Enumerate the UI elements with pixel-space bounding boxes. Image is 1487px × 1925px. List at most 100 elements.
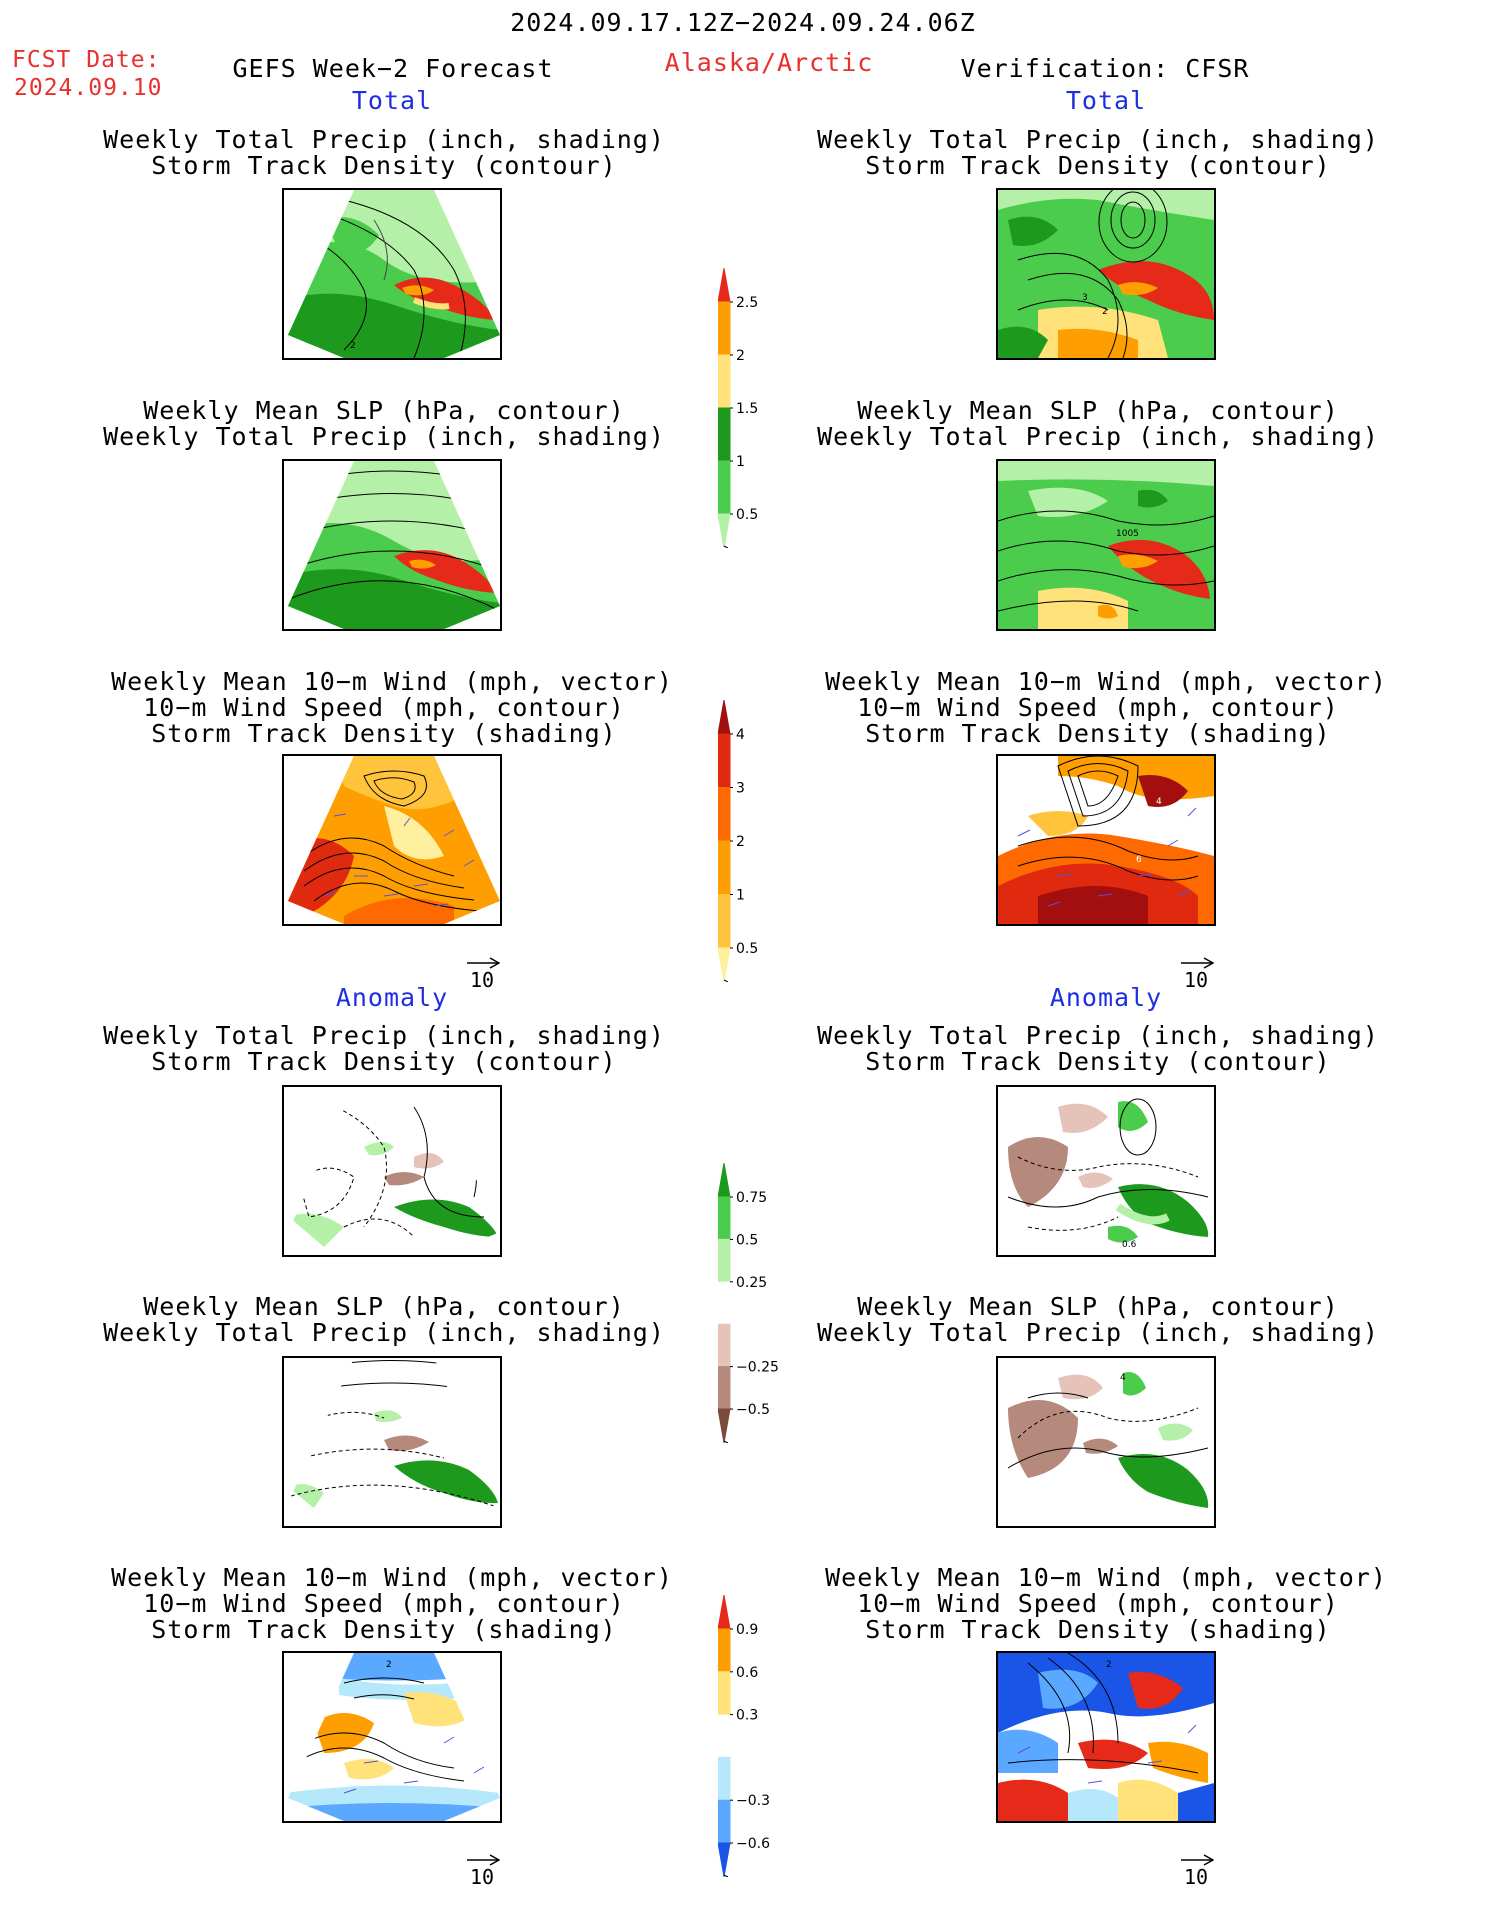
colorbar-label: 0.25 (736, 1275, 767, 1291)
colorbar-label: 0.75 (736, 1190, 767, 1206)
map-obs-wind-track: 4 6 (996, 754, 1216, 926)
contour-label: 2 (1106, 1660, 1112, 1670)
colorbar-precip-total-svg: 2.521.510.50.25 (717, 267, 767, 576)
vector-scale-arrow-icon (1181, 957, 1214, 969)
panel-title-r3-line3: Storm Track Density (shading) (865, 719, 1331, 748)
panel-title-r6-line3: Storm Track Density (shading) (865, 1615, 1331, 1644)
colorbar-segment (717, 787, 731, 842)
vector-scale-arrow-icon (467, 957, 500, 969)
section-total-left: Total (351, 86, 433, 115)
colorbar-tail (723, 1874, 729, 1878)
map-fcst-wind-track (282, 754, 502, 926)
colorbar-track-anom: 0.90.60.3−0.3−0.6−0.9 (717, 1594, 798, 1895)
colorbar-track-anom-svg: 0.90.60.3−0.3−0.6−0.9 (717, 1594, 770, 1895)
map-fcst-slp-precip (282, 459, 502, 631)
panel-title-l3-line1: Weekly Mean 10−m Wind (mph, vector) (111, 667, 673, 696)
colorbar-segment (718, 1281, 730, 1325)
panel-title-r3-line1: Weekly Mean 10−m Wind (mph, vector) (825, 667, 1387, 696)
panel-title-l5-line2: Weekly Total Precip (inch, shading) (103, 1318, 665, 1347)
colorbar-segment (717, 1238, 731, 1283)
vector-scale-arrow-icon (467, 1854, 500, 1866)
left-column-title: GEFS Week−2 Forecast (232, 54, 554, 83)
section-anomaly-right: Anomaly (1049, 983, 1163, 1012)
panel-title-l6-line3: Storm Track Density (shading) (151, 1615, 617, 1644)
vector-scale-label: 10 (469, 1865, 495, 1889)
panel-title-r2-line1: Weekly Mean SLP (hPa, contour) (857, 396, 1339, 425)
map-fcst-wind-anom: 2 (282, 1651, 502, 1823)
colorbar-segment (717, 1799, 731, 1844)
colorbar-segment (717, 1594, 731, 1630)
colorbar-segment (717, 354, 731, 409)
colorbar-precip-anom-svg: 0.750.50.25−0.25−0.5−0.75 (717, 1162, 779, 1460)
contour-label: 1005 (1116, 529, 1139, 539)
panel-title-l3-line2: 10−m Wind Speed (mph, contour) (143, 693, 625, 722)
colorbar-segment (717, 460, 731, 515)
colorbar-segment (717, 1366, 731, 1410)
colorbar-segment (718, 1714, 730, 1758)
vector-scale-label: 10 (1183, 968, 1209, 992)
fcst-date-value: 2024.09.10 (14, 75, 163, 101)
colorbar-segment (717, 947, 731, 983)
colorbar-label: 1 (736, 888, 745, 904)
colorbar-label: −0.25 (736, 1360, 779, 1376)
panel-title-r1-line1: Weekly Total Precip (inch, shading) (817, 125, 1379, 154)
colorbar-label: 2.5 (736, 295, 758, 311)
colorbar-segment (717, 733, 731, 788)
map-fcst-precip-track: 2 (282, 188, 502, 360)
colorbar-segment (717, 301, 731, 356)
contour-label: 4 (1120, 1373, 1126, 1383)
map-obs-precip-anom: 0.6 (996, 1085, 1216, 1257)
panel-title-r3-line2: 10−m Wind Speed (mph, contour) (857, 693, 1339, 722)
colorbar-tail (723, 545, 729, 549)
contour-label: 0.6 (1122, 1240, 1137, 1250)
colorbar-segment (717, 1196, 731, 1240)
contour-label: 4 (1156, 797, 1162, 807)
colorbar-label: 1.5 (736, 401, 758, 417)
contour-label: 2 (1102, 307, 1108, 317)
panel-title-l5-line1: Weekly Mean SLP (hPa, contour) (143, 1292, 625, 1321)
colorbar-label: 1 (736, 454, 745, 470)
colorbar-label: 0.3 (736, 1708, 758, 1724)
panel-title-l1-line1: Weekly Total Precip (inch, shading) (103, 125, 665, 154)
colorbar-segment (717, 1756, 731, 1801)
colorbar-segment (717, 1671, 731, 1716)
colorbar-label: 0.6 (736, 1665, 758, 1681)
colorbar-segment (717, 1842, 731, 1878)
map-obs-slp-anom: 4 (996, 1356, 1216, 1528)
map-obs-slp-precip: 1005 (996, 459, 1216, 631)
colorbar-label: 2 (736, 348, 745, 364)
colorbar-label: −0.3 (736, 1793, 770, 1809)
panel-title-l2-line2: Weekly Total Precip (inch, shading) (103, 422, 665, 451)
panel-title-l6-line1: Weekly Mean 10−m Wind (mph, vector) (111, 1563, 673, 1592)
fcst-date-label: FCST Date: (12, 47, 161, 73)
colorbar-precip-anom: 0.750.50.25−0.25−0.5−0.75 (717, 1162, 798, 1460)
colorbar-segment (717, 407, 731, 462)
colorbar-label: 0.5 (736, 1232, 758, 1248)
colorbar-segment (717, 894, 731, 949)
map-obs-wind-anom: 2 (996, 1651, 1216, 1823)
vector-scale-label: 10 (1183, 1865, 1209, 1889)
map-obs-precip-track: 3 2 (996, 188, 1216, 360)
panel-title-l6-line2: 10−m Wind Speed (mph, contour) (143, 1589, 625, 1618)
colorbar-label: 2 (736, 834, 745, 850)
panel-title-r4-line2: Storm Track Density (contour) (865, 1047, 1331, 1076)
vector-scale-arrow-icon (1181, 1854, 1214, 1866)
right-column-title: Verification: CFSR (960, 54, 1250, 83)
panel-title-l1-line2: Storm Track Density (contour) (151, 151, 617, 180)
colorbar-segment (717, 1323, 731, 1368)
colorbar-label: 0.9 (736, 1622, 758, 1638)
panel-title-l2-line1: Weekly Mean SLP (hPa, contour) (143, 396, 625, 425)
region-title: Alaska/Arctic (664, 48, 874, 77)
map-fcst-slp-anom (282, 1356, 502, 1528)
panel-title-l4-line2: Storm Track Density (contour) (151, 1047, 617, 1076)
panel-title-r6-line2: 10−m Wind Speed (mph, contour) (857, 1589, 1339, 1618)
colorbar-label: 3 (736, 781, 745, 797)
colorbar-segment (717, 1408, 731, 1444)
panel-title-l3-line3: Storm Track Density (shading) (151, 719, 617, 748)
colorbar-segment (717, 1628, 731, 1673)
colorbar-label: −0.6 (736, 1836, 770, 1852)
colorbar-label: 4 (736, 727, 745, 743)
colorbar-tail (723, 979, 729, 983)
